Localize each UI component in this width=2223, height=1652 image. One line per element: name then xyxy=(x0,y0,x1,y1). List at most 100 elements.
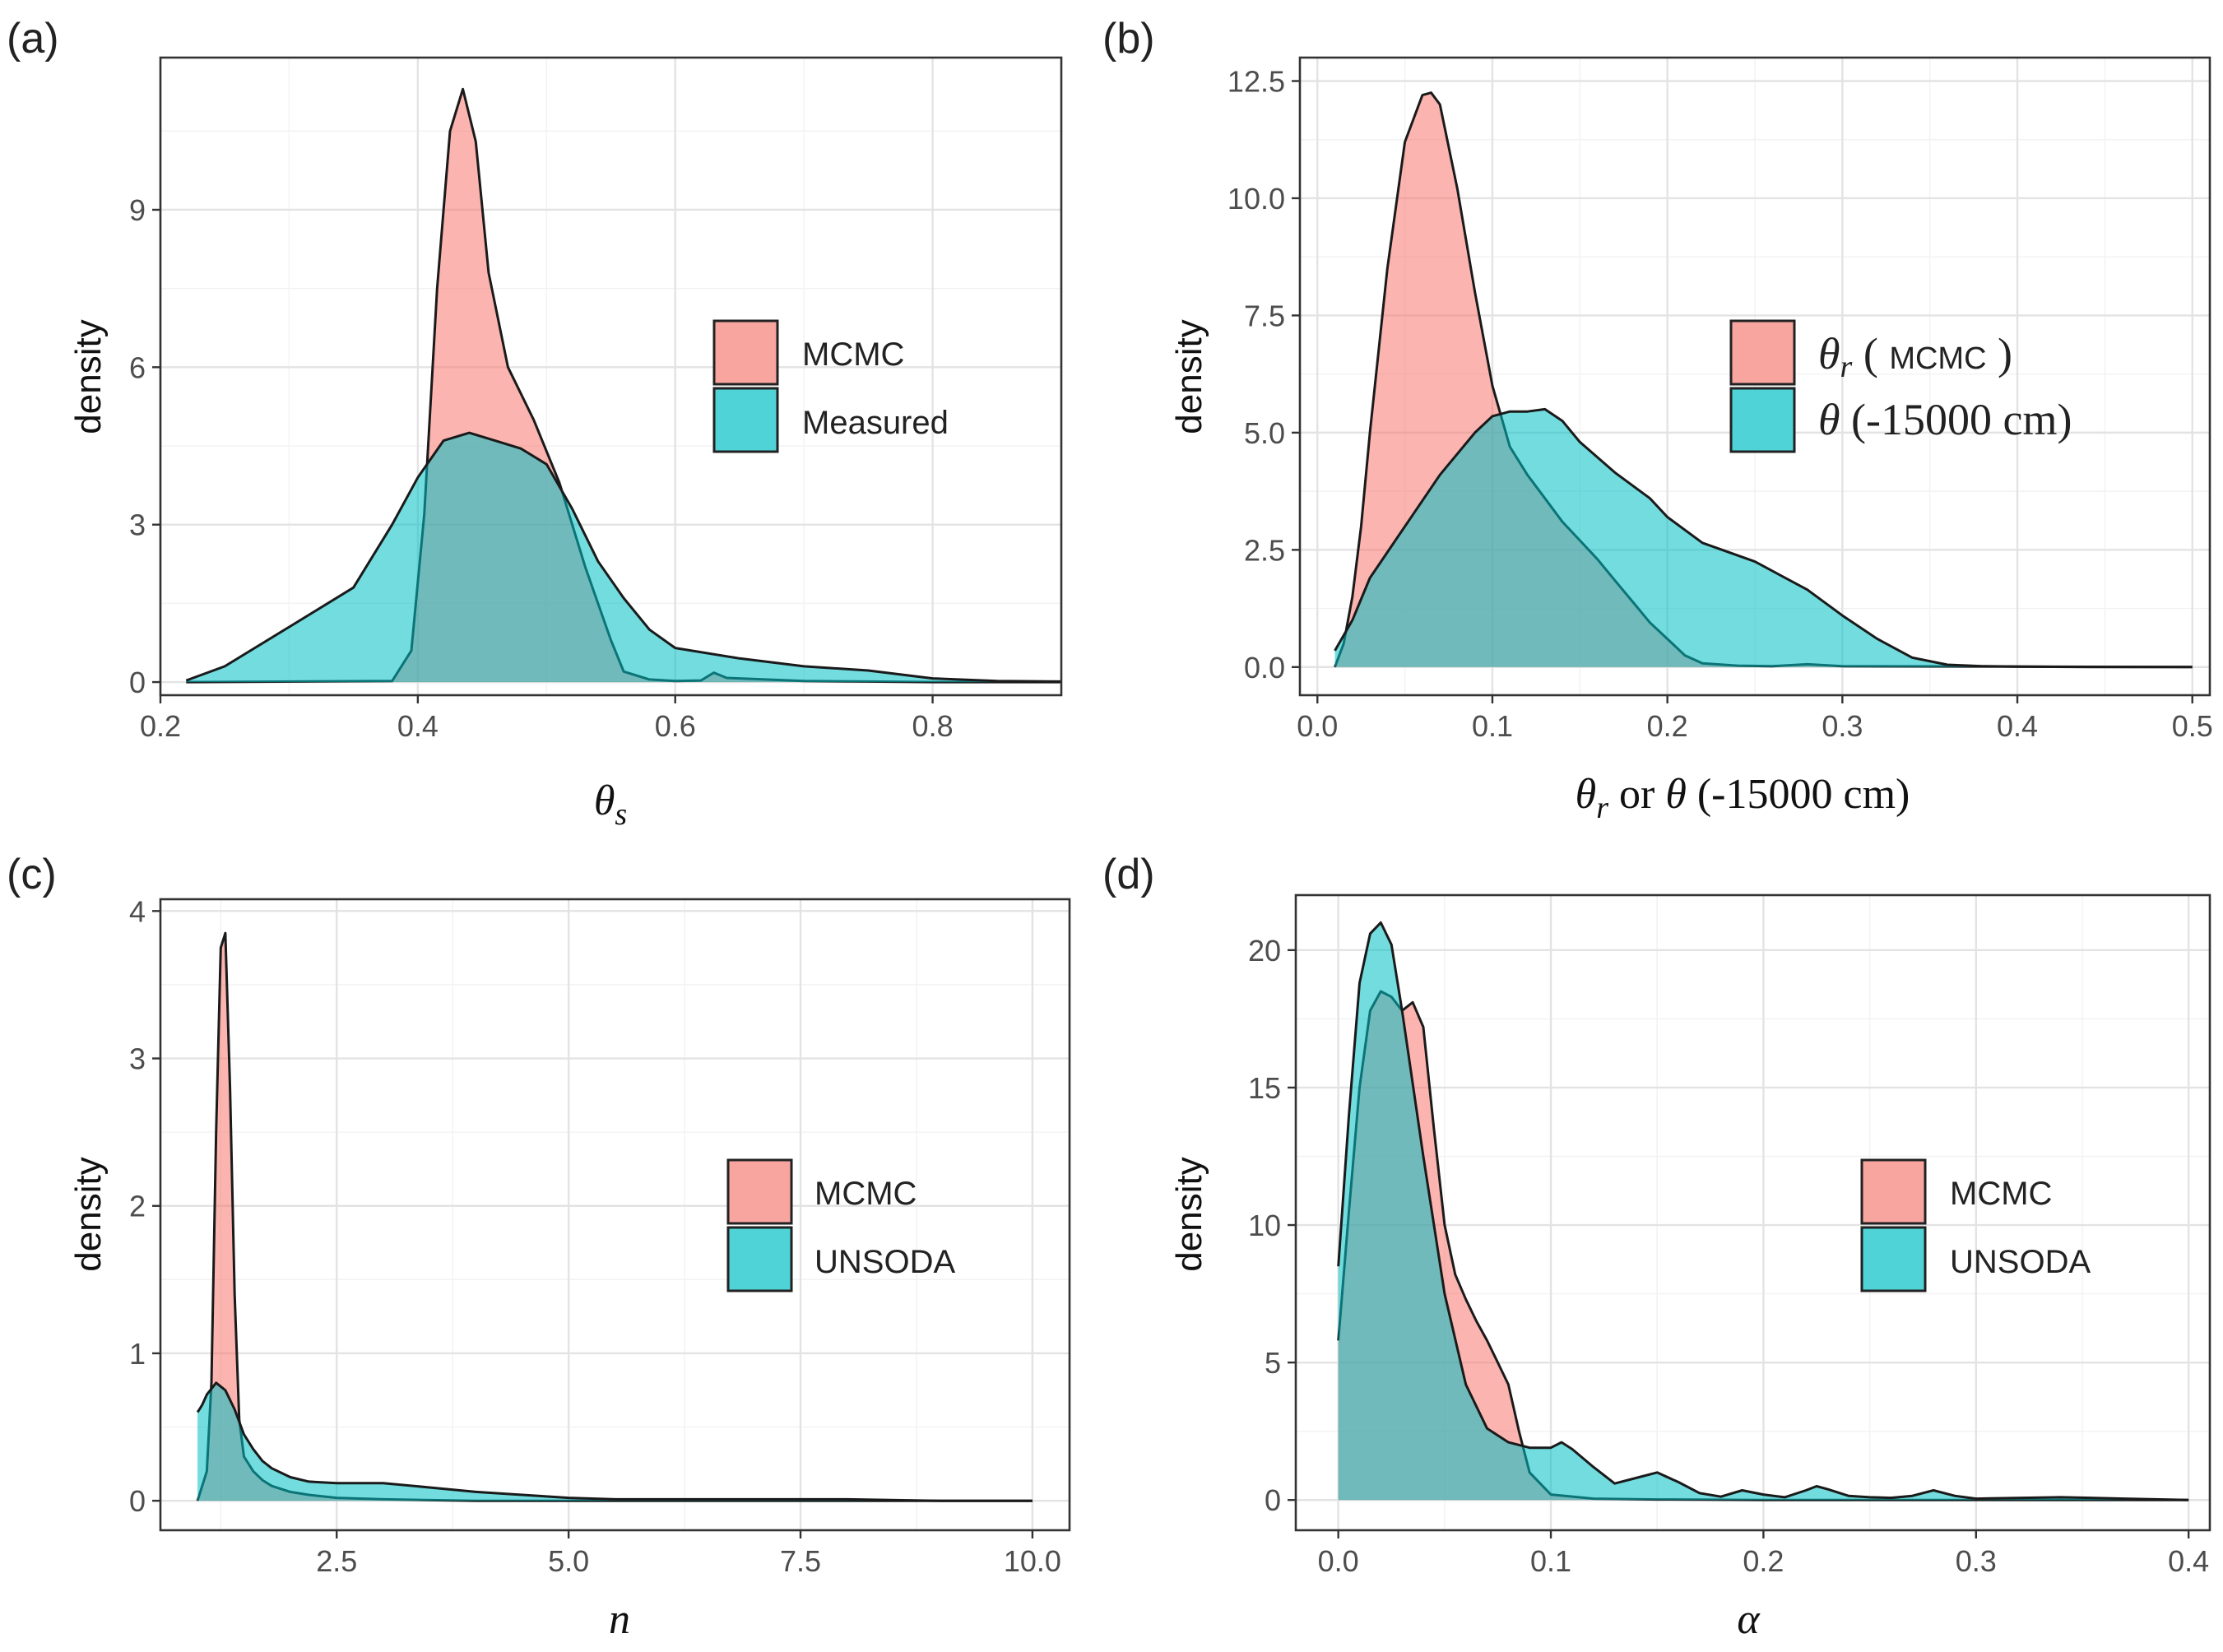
y-tick-label-d: 10 xyxy=(1248,1209,1281,1242)
y-tick-label-c: 2 xyxy=(129,1190,146,1223)
legend-key-measured-a xyxy=(712,387,779,453)
y-tick-label-a: 9 xyxy=(129,193,146,227)
legend-key-unsoda-d xyxy=(1860,1226,1927,1292)
grid-c xyxy=(160,899,1070,1530)
legend-label-mcmc-a: MCMC xyxy=(802,336,904,373)
legend-d: MCMC UNSODA xyxy=(1860,1158,2091,1292)
y-tick-label-d: 20 xyxy=(1248,934,1281,968)
panel-label-d: (d) xyxy=(1102,851,1155,898)
density-area-measured-a xyxy=(186,433,1061,683)
legend-key-unsoda-c xyxy=(726,1226,793,1292)
y-axis-label-c: density xyxy=(68,1157,109,1271)
y-tick-label-b: 0.0 xyxy=(1244,651,1285,684)
y-axis-label-a: density xyxy=(68,319,109,434)
x-axis-label-b-suffix: (-15000 cm) xyxy=(1687,771,1910,818)
y-tick-label-c: 1 xyxy=(129,1337,146,1371)
legend-key-theta-b xyxy=(1729,387,1796,453)
y-tick-label-d: 0 xyxy=(1265,1483,1281,1517)
density-area--15000-cm--b xyxy=(1334,409,2193,667)
y-tick-label-b: 7.5 xyxy=(1244,299,1285,332)
density-outline-mcmc-c xyxy=(196,931,1033,1502)
legend-label-mcmc-d: MCMC xyxy=(1950,1176,2052,1212)
plot-frame-a xyxy=(159,56,1063,697)
panel-label-a: (a) xyxy=(7,15,59,63)
x-axis-label-b-theta: θ xyxy=(1576,771,1597,818)
density-area-mcmc-c xyxy=(197,933,1033,1501)
y-tick-label-d: 15 xyxy=(1248,1071,1281,1105)
panel-d: (d) 0.0 0.1 0.2 0.3 0.4 0 5 10 15 20 density α MC… xyxy=(1102,851,2211,1643)
legend-label-mcmc-c: MCMC xyxy=(814,1176,917,1212)
y-tick-label-b: 10.0 xyxy=(1228,182,1285,216)
x-tick-label-c: 2.5 xyxy=(316,1544,357,1578)
x-tick-label-b: 0.0 xyxy=(1297,709,1338,743)
y-tick-label-c: 0 xyxy=(129,1484,146,1518)
axis-ticks-d: 0.0 0.1 0.2 0.3 0.4 0 5 10 15 20 xyxy=(1248,934,2209,1578)
legend-key-mcmc-c xyxy=(726,1158,793,1225)
legend-a: MCMC Measured xyxy=(712,319,949,453)
density-area-mcmc-a xyxy=(186,89,1061,683)
plot-frame-b xyxy=(1298,56,2211,697)
legend-c: MCMC UNSODA xyxy=(726,1158,955,1292)
x-axis-label-a-main: θ xyxy=(594,777,615,824)
density-outline-mcmc-a xyxy=(186,87,1061,684)
legend-label-unsoda-d: UNSODA xyxy=(1950,1244,2091,1280)
panel-label-b: (b) xyxy=(1102,15,1155,63)
density-outline-unsoda-c xyxy=(196,1381,1033,1502)
legend-label-theta-b: θ (-15000 cm) xyxy=(1818,395,2072,444)
density-areas-a xyxy=(185,87,1061,684)
y-tick-label-c: 4 xyxy=(129,894,146,928)
x-tick-label-b: 0.4 xyxy=(1997,709,2038,743)
x-tick-label-c: 10.0 xyxy=(1004,1544,1061,1578)
y-axis-label-b: density xyxy=(1169,319,1209,434)
panel-label-c: (c) xyxy=(7,851,57,898)
panel-c: (c) 2.5 5.0 7.5 10.0 0 1 2 3 4 density n MCMC UN… xyxy=(7,851,1071,1643)
density-areas-d xyxy=(1337,921,2189,1501)
x-tick-label-d: 0.3 xyxy=(1956,1544,1997,1578)
density-areas-b xyxy=(1334,91,2193,669)
plot-frame-c xyxy=(159,898,1071,1532)
x-tick-label-b: 0.5 xyxy=(2172,709,2213,743)
x-tick-label-b: 0.1 xyxy=(1472,709,1513,743)
density-outline--15000-cm--b xyxy=(1334,407,2193,669)
x-tick-label-c: 7.5 xyxy=(780,1544,821,1578)
legend-b: θr ( MCMC ) θ (-15000 cm) xyxy=(1729,319,2072,453)
legend-label-measured-a: Measured xyxy=(802,405,949,441)
density-area-unsoda-c xyxy=(197,1382,1033,1501)
x-axis-label-b: θr or θ (-15000 cm) xyxy=(1576,771,1910,825)
y-tick-label-c: 3 xyxy=(129,1042,146,1076)
x-axis-label-b-rest: or xyxy=(1608,771,1665,818)
legend-key-mcmc-d xyxy=(1860,1158,1927,1225)
density-outline-measured-a xyxy=(185,431,1061,683)
legend-key-thetar-b xyxy=(1729,319,1796,386)
x-tick-label-a: 0.8 xyxy=(912,709,954,743)
x-tick-label-a: 0.4 xyxy=(397,709,439,743)
x-axis-label-c: n xyxy=(609,1596,630,1643)
y-tick-label-a: 3 xyxy=(129,508,146,542)
x-axis-label-a: θs xyxy=(594,777,627,832)
density-area-unsoda-d xyxy=(1338,922,2189,1501)
x-tick-label-d: 0.4 xyxy=(2168,1544,2209,1578)
x-tick-label-d: 0.1 xyxy=(1530,1544,1571,1578)
axis-ticks-a: 0.2 0.4 0.6 0.8 0 3 6 9 xyxy=(129,193,954,743)
axis-ticks-b: 0.0 0.1 0.2 0.3 0.4 0.5 0.0 2.5 5.0 7.5 10.0 12.5 xyxy=(1228,64,2213,743)
density-outline-unsoda-d xyxy=(1337,921,2189,1501)
panel-a: (a) 0.2 0.4 0.6 0.8 0 3 6 9 density θs MCMC Mea… xyxy=(7,15,1063,832)
axis-ticks-c: 2.5 5.0 7.5 10.0 0 1 2 3 4 xyxy=(129,894,1061,1578)
legend-label-thetar-b: θr ( MCMC ) xyxy=(1818,329,2012,384)
y-tick-label-d: 5 xyxy=(1265,1346,1281,1380)
x-axis-label-b-theta2: θ xyxy=(1665,771,1687,818)
panel-b: (b) 0.0 0.1 0.2 0.3 0.4 0.5 0.0 2.5 5.0 7.5 10.0 12… xyxy=(1102,15,2213,825)
legend-label-unsoda-c: UNSODA xyxy=(814,1244,955,1280)
x-axis-label-a-subscript: s xyxy=(615,797,627,832)
y-tick-label-b: 12.5 xyxy=(1228,64,1285,98)
x-tick-label-a: 0.2 xyxy=(140,709,181,743)
y-axis-label-d: density xyxy=(1169,1157,1209,1271)
x-tick-label-d: 0.0 xyxy=(1318,1544,1359,1578)
x-tick-label-a: 0.6 xyxy=(655,709,696,743)
density-areas-c xyxy=(196,931,1033,1502)
plot-frame-d xyxy=(1294,893,2211,1532)
y-tick-label-a: 6 xyxy=(129,350,146,384)
x-tick-label-b: 0.3 xyxy=(1822,709,1863,743)
x-tick-label-c: 5.0 xyxy=(548,1544,589,1578)
